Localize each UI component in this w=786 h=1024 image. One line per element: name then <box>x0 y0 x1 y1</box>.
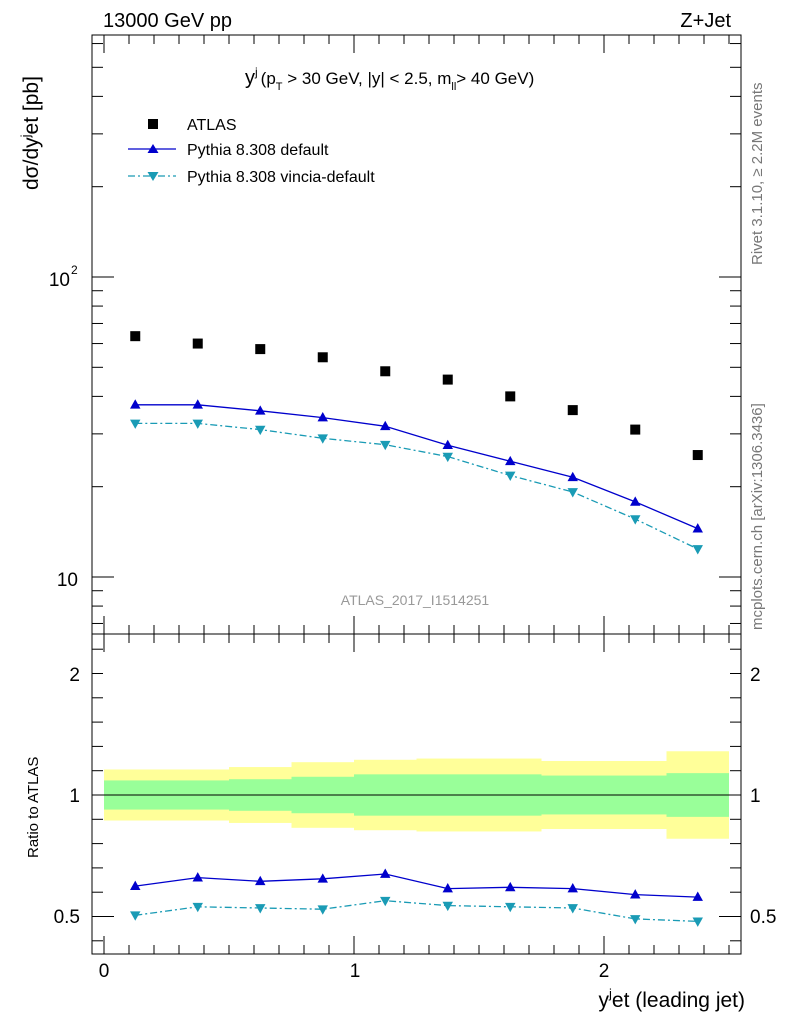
vincia-point <box>505 471 516 481</box>
pythia-default-point <box>630 496 641 506</box>
ratio-vincia-point <box>317 905 328 915</box>
ratio-pythia-default-point <box>130 880 141 890</box>
main-ylabel: dσ/dyjet [pb] <box>18 76 43 190</box>
atlas-point <box>630 424 641 435</box>
series-line-pythia-default <box>135 404 699 530</box>
ratio-ytick-right-0.5: 0.5 <box>750 907 776 928</box>
ratio-pythia-default-point <box>380 868 391 878</box>
legend-label-vincia: Pythia 8.308 vincia-default <box>187 169 375 186</box>
atlas-point <box>505 391 516 402</box>
ratio-ytick-right-2: 2 <box>750 665 761 686</box>
pythia-default-point <box>192 399 203 409</box>
pythia-default-point <box>130 399 141 409</box>
xtick-label-0: 0 <box>99 961 110 982</box>
atlas-point <box>317 352 328 363</box>
ratio-vincia-point <box>380 896 391 907</box>
ratio-line-vincia <box>135 900 698 923</box>
ratio-pythia-default-point <box>255 875 266 886</box>
ratio-pythia-default-point <box>692 891 703 901</box>
legend-marker-vincia <box>147 172 159 181</box>
ytick-label-100: 10 <box>49 270 70 291</box>
ratio-line-pythia-default <box>135 873 698 898</box>
ratio-vincia-point <box>130 911 141 921</box>
ratio-vincia-point <box>442 901 453 912</box>
ratio-pythia-default-point <box>567 883 578 893</box>
ratio-vincia-point <box>692 917 703 927</box>
ratio-ytick-left-2: 2 <box>69 665 80 686</box>
pythia-default-point <box>505 455 516 466</box>
vincia-point <box>692 545 703 555</box>
main-panel: yj (pT > 30 GeV, |y| < 2.5, mll> 40 GeV) … <box>18 34 742 635</box>
main-ticks <box>92 35 741 634</box>
vincia-point <box>317 434 328 444</box>
atlas-point <box>192 338 203 349</box>
pythia-default-point <box>442 439 453 450</box>
vincia-point <box>380 440 391 451</box>
ratio-panel: Ratio to ATLAS 0.5 1 2 0.5 1 2 0 1 2 yje… <box>25 633 776 1012</box>
atlas-point <box>380 366 391 377</box>
ratio-vincia-point <box>255 904 266 914</box>
ytick-label-100-exponent: 2 <box>71 263 78 277</box>
ratio-vincia-point <box>505 902 516 913</box>
ratio-vincia-point <box>567 904 578 914</box>
pythia-default-point <box>255 405 266 415</box>
ratio-ylabel: Ratio to ATLAS <box>25 757 42 858</box>
ratio-ytick-right-1: 1 <box>750 786 761 807</box>
vincia-point <box>130 419 141 429</box>
vincia-point <box>442 452 453 463</box>
pythia-default-point <box>567 471 578 482</box>
legend-marker-atlas <box>148 119 158 129</box>
ratio-ytick-left-1: 1 <box>69 786 80 807</box>
vincia-point <box>630 515 641 525</box>
ratio-data-layer <box>92 751 741 927</box>
legend-marker-pythia-default <box>147 144 159 153</box>
pythia-default-point <box>380 420 391 431</box>
series-line-vincia <box>135 422 699 550</box>
atlas-point <box>130 331 141 342</box>
main-title: yj (pT > 30 GeV, |y| < 2.5, mll> 40 GeV) <box>245 65 534 93</box>
ratio-ticks <box>92 634 741 954</box>
ratio-pythia-default-point <box>442 883 453 893</box>
atlas-point <box>442 374 453 385</box>
legend-label-pythia-default: Pythia 8.308 default <box>187 142 329 159</box>
atlas-point <box>692 450 703 461</box>
ratio-pythia-default-point <box>630 889 641 899</box>
ratio-pythia-default-point <box>317 873 328 883</box>
main-data-layer <box>130 331 703 555</box>
ratio-pythia-default-point <box>505 881 516 892</box>
ratio-vincia-point <box>630 915 641 925</box>
ratio-pythia-default-point <box>192 872 203 882</box>
atlas-point <box>255 344 266 355</box>
legend: ATLAS Pythia 8.308 default Pythia 8.308 … <box>128 117 375 186</box>
watermark: ATLAS_2017_I1514251 <box>341 592 490 608</box>
mcplots-label: mcplots.cern.ch [arXiv:1306.3436] <box>749 403 766 630</box>
atlas-point <box>567 405 578 416</box>
vincia-point <box>567 488 578 498</box>
header-left: 13000 GeV pp <box>103 10 232 32</box>
xtick-label-2: 2 <box>599 961 610 982</box>
vincia-point <box>255 425 266 436</box>
header-right: Z+Jet <box>680 10 731 32</box>
pythia-default-point <box>692 523 703 533</box>
x-axis-label: yjet (leading jet) <box>599 986 745 1012</box>
legend-label-atlas: ATLAS <box>187 117 237 134</box>
ytick-label-10: 10 <box>57 570 78 591</box>
ratio-frame <box>91 633 742 955</box>
vincia-point <box>192 419 203 429</box>
ratio-ytick-left-0.5: 0.5 <box>54 907 80 928</box>
xtick-label-1: 1 <box>350 961 361 982</box>
pythia-default-point <box>317 412 328 422</box>
ratio-vincia-point <box>192 902 203 913</box>
rivet-label: Rivet 3.1.10, ≥ 2.2M events <box>749 83 766 266</box>
